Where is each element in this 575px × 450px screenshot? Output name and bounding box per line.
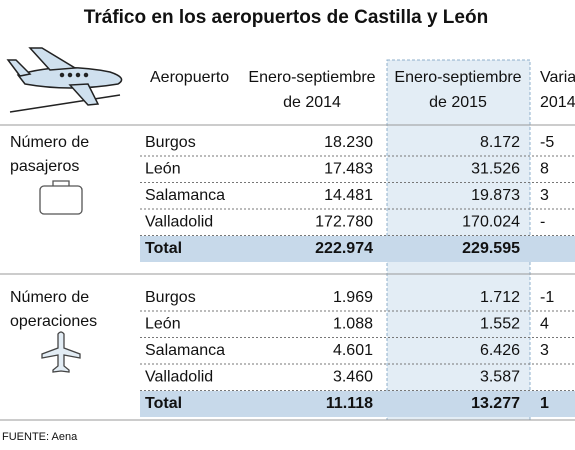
- column-header: Enero-septiembre: [394, 69, 521, 86]
- cell-value: 31.526: [471, 161, 520, 178]
- cell-value: -1: [540, 289, 554, 306]
- cell-value: -5: [540, 134, 554, 151]
- cell-value: 229.595: [462, 240, 520, 257]
- airport-name: Total: [145, 240, 182, 257]
- airport-name: Burgos: [145, 134, 196, 151]
- section-label: Número de: [10, 134, 89, 151]
- column-header: de 2014: [283, 94, 341, 111]
- cell-value: 1.552: [480, 316, 520, 333]
- section-label: operaciones: [10, 313, 97, 330]
- cell-value: 3.460: [333, 369, 373, 386]
- cell-value: 11.118: [326, 395, 373, 412]
- column-header: Varia: [540, 69, 575, 86]
- column-header: de 2015: [429, 94, 487, 111]
- cell-value: 19.873: [471, 187, 520, 204]
- cell-value: 6.426: [480, 342, 520, 359]
- title: Tráfico en los aeropuertos de Castilla y…: [84, 7, 488, 28]
- cell-value: 13.277: [471, 395, 520, 412]
- section-label: pasajeros: [10, 158, 79, 175]
- column-header: Aeropuerto: [150, 69, 229, 86]
- airport-name: León: [145, 161, 181, 178]
- airport-name: Valladolid: [145, 214, 213, 231]
- airport-name: León: [145, 316, 181, 333]
- cell-value: 3: [540, 342, 549, 359]
- cell-value: 8: [540, 161, 549, 178]
- cell-value: 3.587: [480, 369, 520, 386]
- cell-value: 8.172: [480, 134, 520, 151]
- plane-icon: [6, 47, 123, 113]
- source: FUENTE: Aena: [2, 431, 78, 443]
- column-header: 2014: [540, 94, 575, 111]
- cell-value: 170.024: [462, 214, 520, 231]
- airport-name: Valladolid: [145, 369, 213, 386]
- cell-value: 14.481: [324, 187, 373, 204]
- cell-value: 18.230: [324, 134, 373, 151]
- total-row: [140, 236, 575, 262]
- cell-value: 4: [540, 316, 549, 333]
- cell-value: 1.969: [333, 289, 373, 306]
- airport-name: Salamanca: [145, 342, 225, 359]
- cell-value: 3: [540, 187, 549, 204]
- airport-name: Burgos: [145, 289, 196, 306]
- airport-name: Salamanca: [145, 187, 225, 204]
- cell-value: 1.088: [333, 316, 373, 333]
- cell-value: -: [540, 214, 545, 231]
- cell-value: 1.712: [480, 289, 520, 306]
- small-plane-icon: [41, 331, 81, 373]
- section-label: Número de: [10, 289, 89, 306]
- briefcase-icon: [39, 180, 83, 215]
- column-header: Enero-septiembre: [248, 69, 375, 86]
- cell-value: 4.601: [333, 342, 373, 359]
- airport-name: Total: [145, 395, 182, 412]
- cell-value: 222.974: [315, 240, 373, 257]
- cell-value: 1: [540, 395, 549, 412]
- cell-value: 17.483: [324, 161, 373, 178]
- cell-value: 172.780: [315, 214, 373, 231]
- total-row: [140, 391, 575, 417]
